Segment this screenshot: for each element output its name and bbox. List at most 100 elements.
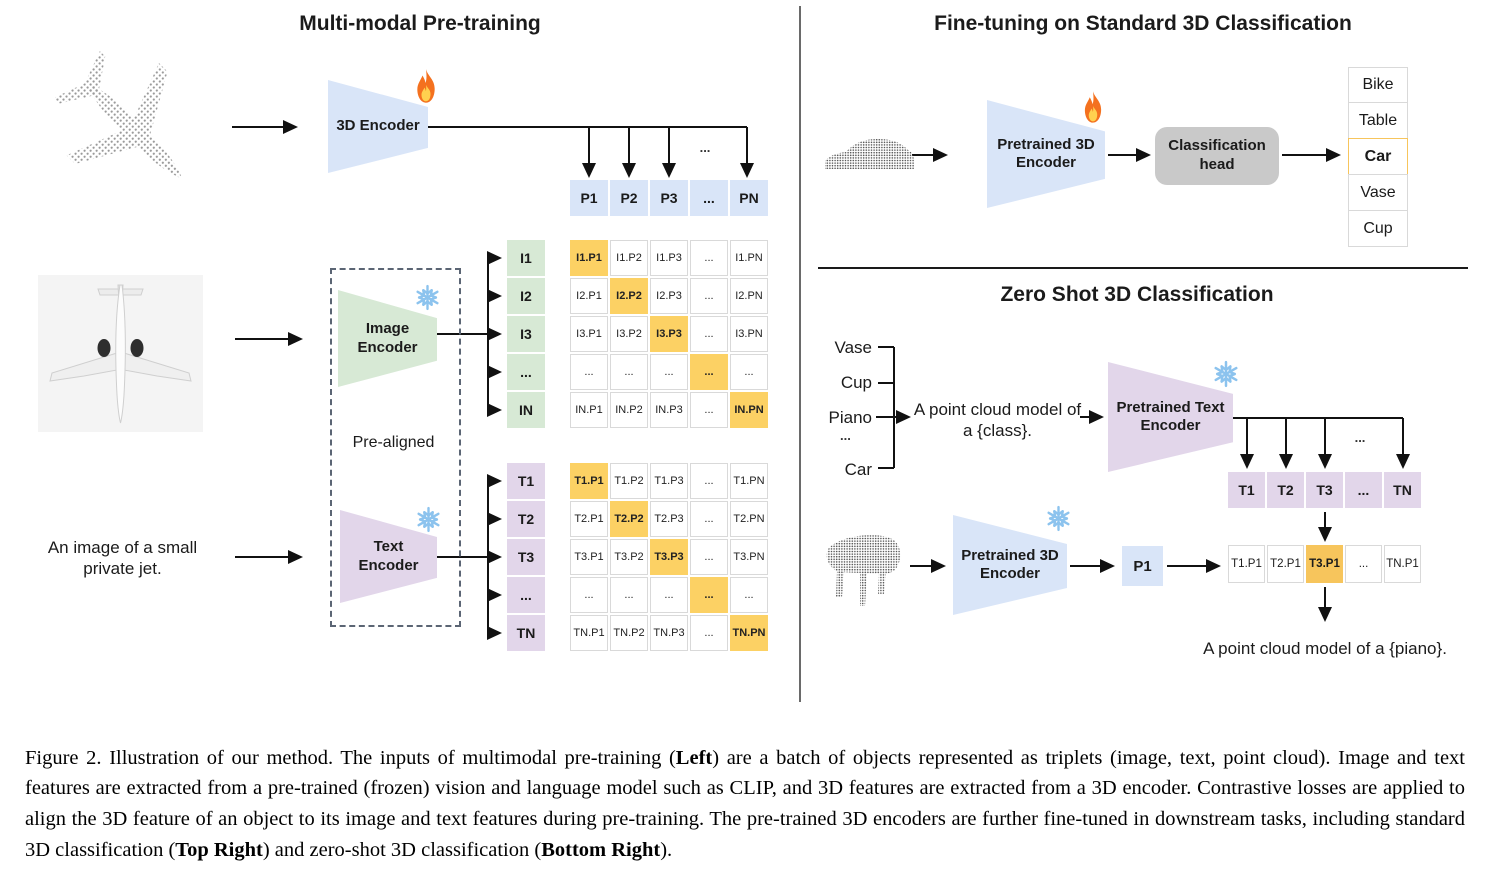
snowflake-icon [1212, 360, 1240, 388]
matrix-cell: I1.PN [730, 240, 768, 276]
3d-encoder-label: 3D Encoder [336, 117, 420, 135]
finetune-panel-title: Fine-tuning on Standard 3D Classificatio… [934, 12, 1352, 35]
class-list: Bike Table Car Vase Cup [1348, 67, 1408, 247]
class-option: Bike [1348, 67, 1408, 103]
similarity-cell: TN.P1 [1384, 545, 1421, 583]
matrix-cell: T1.P3 [650, 463, 688, 499]
matrix-cell: T1.P2 [610, 463, 648, 499]
matrix-cell: I3.P2 [610, 316, 648, 352]
matrix-cell: I1.P1 [570, 240, 608, 276]
matrix-cell: ... [730, 354, 768, 390]
t-label: T3 [507, 539, 545, 575]
caption-bold-left: Left [675, 746, 713, 769]
matrix-cell: ... [690, 577, 728, 613]
matrix-cell: ... [690, 501, 728, 537]
p-feature-row: P1 P2 P3 ... PN [570, 180, 768, 216]
jet-photo [38, 275, 203, 432]
similarity-row: T1.P1 T2.P1 T3.P1 ... TN.P1 [1228, 545, 1421, 583]
snowflake-icon [415, 506, 442, 533]
prompt-template: A point cloud model of a {class}. [913, 400, 1082, 441]
matrix-cell: ... [730, 577, 768, 613]
pre-aligned-label: Pre-aligned [352, 434, 435, 451]
zeroshot-panel-title: Zero Shot 3D Classification [1000, 283, 1274, 306]
matrix-cell: ... [570, 577, 608, 613]
t-fanout-ellipsis: ... [1354, 430, 1366, 445]
matrix-cell: T2.P2 [610, 501, 648, 537]
left-panel-title: Multi-modal Pre-training [299, 12, 541, 35]
matrix-cell: ... [690, 463, 728, 499]
image-point-similarity-matrix: I1.P1 I1.P2 I1.P3 ... I1.PN I2.P1 I2.P2 … [570, 240, 768, 428]
text-point-similarity-matrix: T1.P1 T1.P2 T1.P3 ... T1.PN T2.P1 T2.P2 … [570, 463, 768, 651]
matrix-cell: ... [690, 240, 728, 276]
matrix-cell: TN.P2 [610, 615, 648, 651]
matrix-cell: I2.P1 [570, 278, 608, 314]
similarity-cell: T2.P1 [1267, 545, 1304, 583]
matrix-cell: T3.P3 [650, 539, 688, 575]
caption-bold-top-right: Top Right [175, 838, 263, 861]
caption-text: ) and zero-shot 3D classification ( [262, 838, 542, 861]
matrix-cell: IN.PN [730, 392, 768, 428]
similarity-cell: ... [1345, 545, 1382, 583]
matrix-cell: ... [690, 539, 728, 575]
matrix-cell: I3.P3 [650, 316, 688, 352]
class-option-predicted: Car [1348, 138, 1408, 175]
piano-point-cloud [826, 535, 901, 606]
finetune-3d-encoder-label: Pretrained 3D Encoder [997, 135, 1095, 171]
matrix-cell: T1.P1 [570, 463, 608, 499]
candidate-class: Piano [828, 408, 872, 427]
similarity-cell: T1.P1 [1228, 545, 1265, 583]
matrix-cell: ... [610, 577, 648, 613]
matrix-cell: I2.P3 [650, 278, 688, 314]
fire-icon [1080, 90, 1106, 125]
p-cell: ... [690, 180, 728, 216]
p-cell: PN [730, 180, 768, 216]
matrix-cell: IN.P1 [570, 392, 608, 428]
matrix-cell: T2.P3 [650, 501, 688, 537]
car-point-cloud [825, 139, 914, 169]
classification-head-label: Classification head [1168, 137, 1266, 173]
t-cell: TN [1384, 472, 1421, 508]
t-cell: T3 [1306, 472, 1343, 508]
pretrained-3d-encoder-label: Pretrained 3D Encoder [961, 546, 1059, 582]
image-feature-labels: I1 I2 I3 ... IN [507, 240, 545, 428]
t-label: ... [507, 577, 545, 613]
matrix-cell: TN.P1 [570, 615, 608, 651]
matrix-cell: T3.P1 [570, 539, 608, 575]
t-label: TN [507, 615, 545, 651]
candidate-class: Car [844, 460, 872, 479]
matrix-cell: I2.PN [730, 278, 768, 314]
matrix-cell: ... [650, 354, 688, 390]
t-feature-row: T1 T2 T3 ... TN [1228, 472, 1421, 508]
p-cell: P2 [610, 180, 648, 216]
similarity-cell-predicted: T3.P1 [1306, 545, 1343, 583]
class-option: Vase [1348, 174, 1408, 211]
airplane-point-cloud [55, 51, 183, 180]
matrix-cell: ... [690, 278, 728, 314]
text-input-caption: An image of a small private jet. [47, 538, 198, 579]
t-label: T2 [507, 501, 545, 537]
matrix-cell: I3.P1 [570, 316, 608, 352]
text-encoder-label: Text Encoder [358, 538, 419, 574]
i-label: I3 [507, 316, 545, 352]
matrix-cell: IN.P3 [650, 392, 688, 428]
t-cell: T2 [1267, 472, 1304, 508]
matrix-cell: T2.P1 [570, 501, 608, 537]
pre-aligned-box [330, 268, 461, 627]
matrix-cell: TN.PN [730, 615, 768, 651]
matrix-cell: TN.P3 [650, 615, 688, 651]
matrix-cell: ... [650, 577, 688, 613]
matrix-cell: T3.P2 [610, 539, 648, 575]
matrix-cell: ... [690, 392, 728, 428]
t-cell: T1 [1228, 472, 1265, 508]
i-label: ... [507, 354, 545, 390]
p1-feature-cell: P1 [1122, 546, 1163, 586]
matrix-cell: ... [610, 354, 648, 390]
matrix-cell: ... [690, 615, 728, 651]
class-option: Cup [1348, 210, 1408, 247]
snowflake-icon [414, 284, 441, 311]
image-encoder-label: Image Encoder [357, 320, 418, 356]
matrix-cell: I1.P2 [610, 240, 648, 276]
zeroshot-result-text: A point cloud model of a {piano}. [1203, 639, 1447, 658]
t-cell: ... [1345, 472, 1382, 508]
